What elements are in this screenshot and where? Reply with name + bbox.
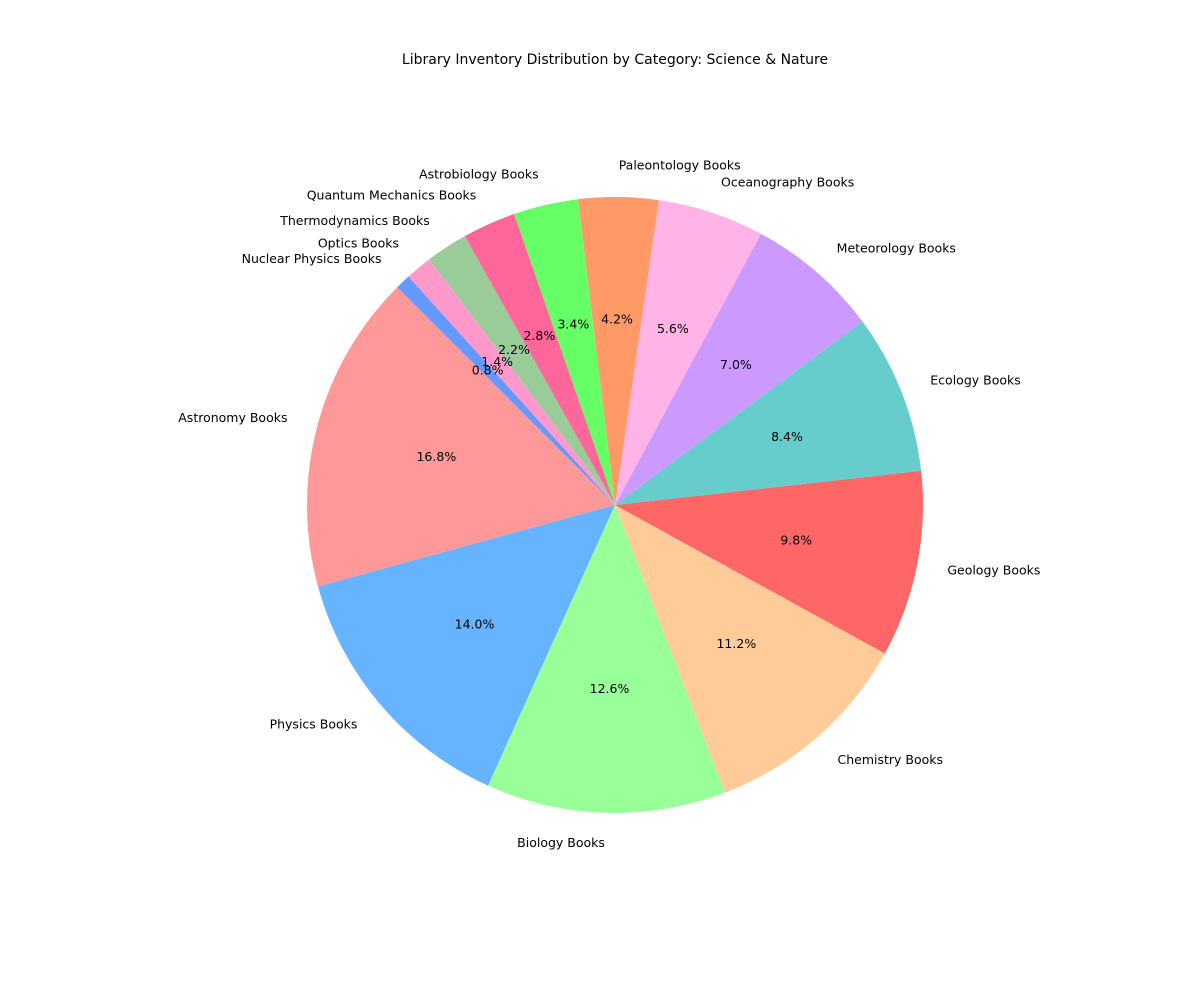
pie-slices <box>306 197 923 813</box>
slice-percent-label: 16.8% <box>416 449 456 464</box>
pie-slice <box>577 197 659 505</box>
slice-label: Quantum Mechanics Books <box>307 187 477 202</box>
slice-percent-label: 1.4% <box>481 354 513 369</box>
pie-slice <box>615 470 923 654</box>
slice-labels: Astronomy Books Physics Books Biology Book… <box>178 158 1040 850</box>
slice-label: Oceanography Books <box>721 175 854 190</box>
pie-slice <box>488 505 726 813</box>
pie-slice <box>464 214 615 505</box>
slice-label: Physics Books <box>270 717 358 732</box>
slice-label: Geology Books <box>947 562 1040 577</box>
slice-percent-label: 2.8% <box>523 328 555 343</box>
chart-title: Library Inventory Distribution by Catego… <box>402 52 828 68</box>
slice-label: Ecology Books <box>930 373 1020 388</box>
pie-slice <box>408 259 615 505</box>
slice-percent-label: 9.8% <box>780 532 812 547</box>
slice-label: Biology Books <box>517 835 605 850</box>
slice-percent-label: 14.0% <box>455 617 495 632</box>
slice-percent-label: 2.2% <box>498 342 530 357</box>
slice-label: Paleontology Books <box>619 158 741 173</box>
pie-slice <box>615 321 922 505</box>
slice-label: Meteorology Books <box>837 240 956 255</box>
slice-percent-label: 12.6% <box>590 681 630 696</box>
pie-slice <box>318 505 615 786</box>
pie-slice <box>429 236 615 505</box>
slice-percent-label: 4.2% <box>601 312 633 327</box>
slice-percent-label: 3.4% <box>557 316 589 331</box>
slice-label: Astrobiology Books <box>419 166 539 181</box>
slice-percent-label: 8.4% <box>771 429 803 444</box>
slice-percent-label: 5.6% <box>657 321 689 336</box>
slice-label: Optics Books <box>318 235 399 250</box>
pie-slice <box>514 199 615 505</box>
percent-labels: 16.8% 14.0% 12.6% 11.2% 9.8% 8.4% 7.0% 5.6% 4.2%… <box>416 312 812 697</box>
slice-label: Nuclear Physics Books <box>242 251 382 266</box>
pie-slice <box>306 287 615 587</box>
pie-slice <box>615 200 761 505</box>
slice-percent-label: 11.2% <box>716 636 756 651</box>
pie-slice <box>615 233 863 505</box>
slice-percent-label: 0.8% <box>472 363 504 378</box>
pie-slice <box>615 505 885 793</box>
slice-label: Chemistry Books <box>837 752 943 767</box>
slice-label: Thermodynamics Books <box>279 213 430 228</box>
pie-slice <box>397 276 615 505</box>
slice-label: Astronomy Books <box>178 410 287 425</box>
slice-percent-label: 7.0% <box>720 357 752 372</box>
